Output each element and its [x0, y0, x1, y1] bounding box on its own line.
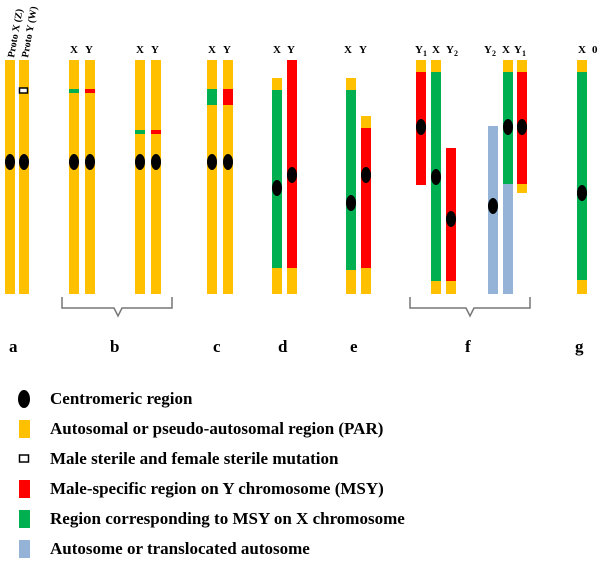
panel-b-bracket	[61, 297, 173, 318]
b2-x-label: X	[136, 44, 144, 56]
e-y-msy-region	[361, 128, 371, 268]
panel-label-a: a	[9, 337, 18, 356]
centromere	[346, 195, 356, 211]
f2-x-label: X	[502, 44, 510, 56]
karyotype-diagram: Proto X (Z) Proto Y (W) X Y X Y X Y X	[5, 6, 598, 356]
panel-d-group: X Y	[272, 44, 297, 294]
panel-b-group: X Y X Y	[61, 44, 173, 318]
panel-label-d: d	[278, 337, 288, 356]
centromere	[135, 154, 145, 170]
centromere	[488, 198, 498, 214]
centromere	[19, 154, 29, 170]
g-0-label: 0	[592, 44, 598, 56]
panel-f-left-group: Y1 X Y2	[415, 44, 458, 294]
centromere	[151, 154, 161, 170]
c-x-label: X	[208, 44, 216, 56]
msy-swatch-icon	[19, 480, 30, 498]
autosomal-swatch-icon	[19, 420, 30, 438]
msy-band	[85, 89, 95, 93]
f1-y2-label: Y2	[446, 44, 458, 58]
msy-band	[223, 89, 233, 105]
e-y-label: Y	[359, 44, 367, 56]
legend-label: Region corresponding to MSY on X chromos…	[50, 509, 405, 528]
mutation-marker-icon	[18, 454, 30, 463]
legend-label: Male-specific region on Y chromosome (MS…	[50, 479, 384, 498]
centromere	[272, 180, 282, 196]
x-msy-band	[135, 130, 145, 134]
x-msy-band	[69, 89, 79, 93]
panel-f-bracket	[409, 297, 531, 318]
panel-label-f: f	[465, 337, 471, 356]
d-x-msy-region	[272, 90, 282, 268]
panel-label-e: e	[350, 337, 358, 356]
c-y-label: Y	[223, 44, 231, 56]
centromere	[517, 119, 527, 135]
legend-item-centromere: Centromeric region	[14, 384, 594, 414]
b2-y-label: Y	[151, 44, 159, 56]
f2-y1-label: Y1	[514, 44, 526, 58]
centromere	[207, 154, 217, 170]
centromere-icon	[18, 390, 30, 408]
centromere	[503, 119, 513, 135]
panel-label-g: g	[575, 337, 584, 356]
autosome-swatch-icon	[19, 540, 30, 558]
f2-x-autosome	[503, 184, 513, 294]
b1-x-chromosome	[69, 60, 79, 294]
centromere	[577, 185, 587, 201]
b1-y-label: Y	[85, 44, 93, 56]
centromere	[69, 154, 79, 170]
b1-x-label: X	[70, 44, 78, 56]
d-y-msy-region	[287, 60, 297, 268]
legend-item-x-msy: Region corresponding to MSY on X chromos…	[14, 504, 594, 534]
legend-label: Centromeric region	[50, 389, 193, 408]
f1-x-label: X	[432, 44, 440, 56]
f2-y2-label: Y2	[484, 44, 496, 58]
e-x-msy-region	[346, 90, 356, 270]
legend-label: Autosome or translocated autosome	[50, 539, 310, 558]
x-msy-swatch-icon	[19, 510, 30, 528]
centromere	[446, 211, 456, 227]
c-y-chromosome	[223, 60, 233, 294]
e-x-label: X	[344, 44, 352, 56]
legend-item-msy: Male-specific region on Y chromosome (MS…	[14, 474, 594, 504]
centromere	[223, 154, 233, 170]
legend-label: Male sterile and female sterile mutation	[50, 449, 339, 468]
d-x-label: X	[273, 44, 281, 56]
g-x-label: X	[578, 44, 586, 56]
panel-label-c: c	[213, 337, 221, 356]
proto-x-chromosome	[5, 60, 15, 294]
panel-f-right-group: Y2 X Y1	[409, 44, 531, 318]
legend-item-mutation: Male sterile and female sterile mutation	[14, 444, 594, 474]
panel-e-group: X Y	[344, 44, 371, 294]
b2-y-chromosome	[151, 60, 161, 294]
g-x-msy-region	[577, 72, 587, 280]
legend-label: Autosomal or pseudo-autosomal region (PA…	[50, 419, 384, 438]
panel-g-group: X 0	[577, 44, 598, 294]
proto-y-chromosome	[19, 60, 29, 294]
msy-band	[151, 130, 161, 134]
mutation-marker	[18, 87, 29, 94]
f1-y1-label: Y1	[415, 44, 427, 58]
centromere	[431, 169, 441, 185]
centromere	[85, 154, 95, 170]
panel-a-group: Proto X (Z) Proto Y (W)	[5, 6, 40, 294]
centromere	[361, 167, 371, 183]
legend-item-autosome: Autosome or translocated autosome	[14, 534, 594, 564]
b2-x-chromosome	[135, 60, 145, 294]
b1-y-chromosome	[85, 60, 95, 294]
centromere	[287, 167, 297, 183]
panel-label-b: b	[110, 337, 119, 356]
d-y-label: Y	[287, 44, 295, 56]
c-x-chromosome	[207, 60, 217, 294]
centromere	[5, 154, 15, 170]
legend: Centromeric region Autosomal or pseudo-a…	[14, 384, 594, 564]
x-msy-band	[207, 89, 217, 105]
panel-c-group: X Y	[207, 44, 233, 294]
legend-item-autosomal: Autosomal or pseudo-autosomal region (PA…	[14, 414, 594, 444]
centromere	[416, 119, 426, 135]
